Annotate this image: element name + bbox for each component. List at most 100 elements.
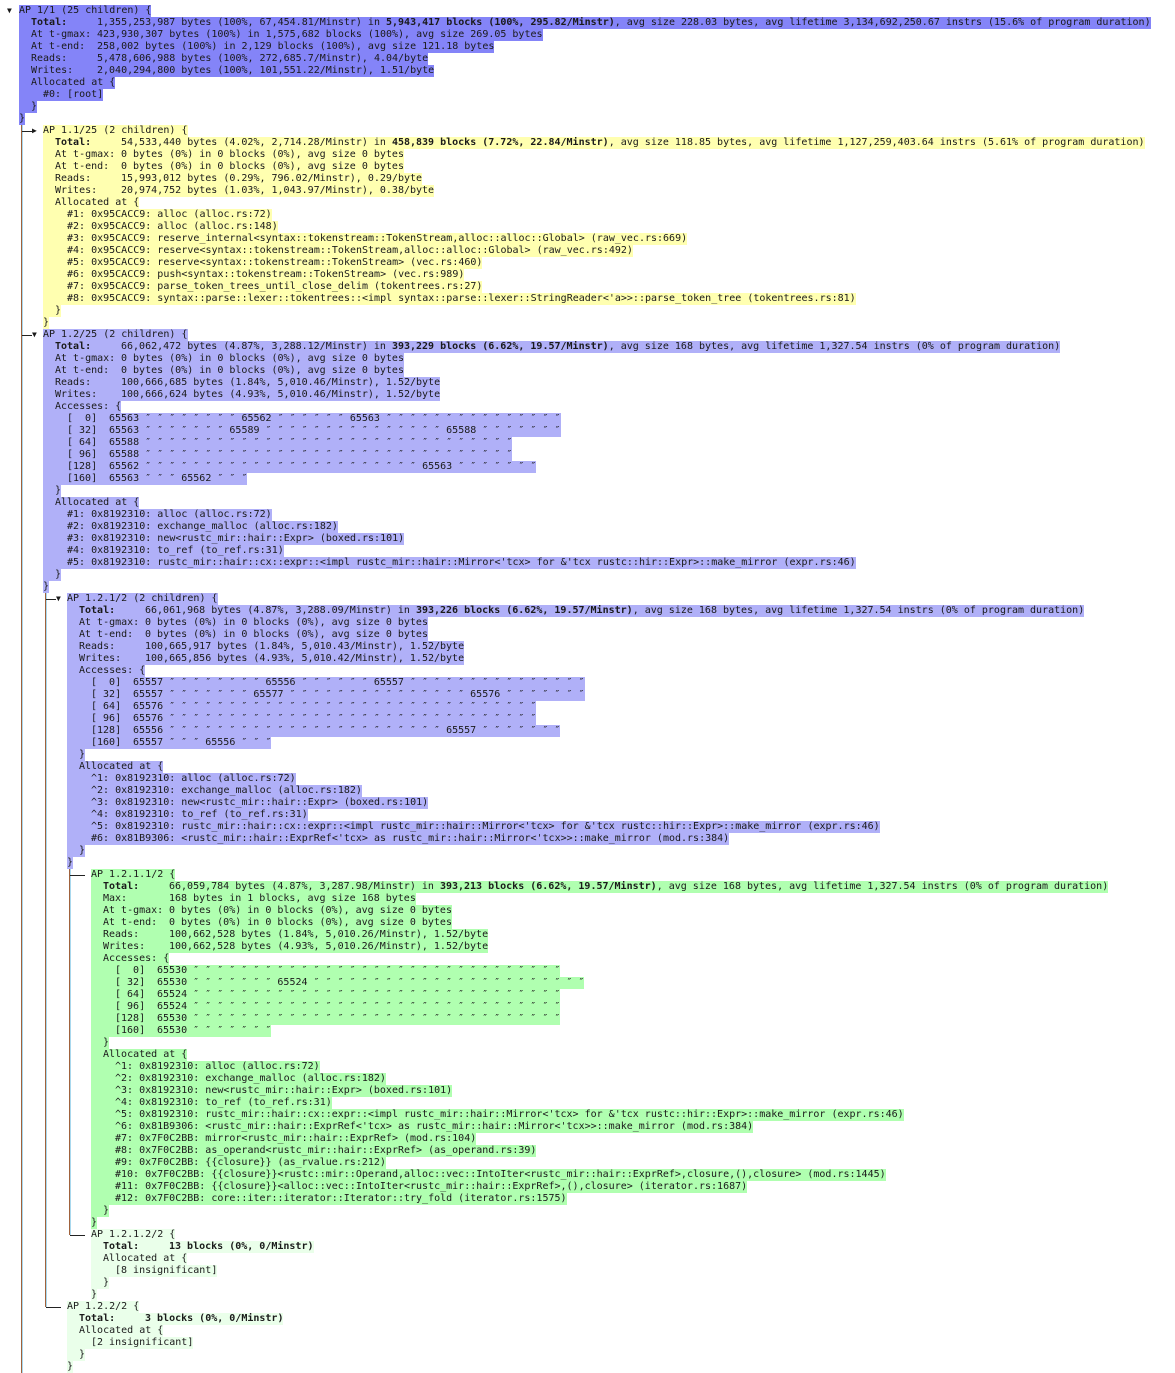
access-offset: [ 96] <box>115 1001 146 1012</box>
total-blocks: 393,226 blocks (6.62%, 19.57/Minstr) <box>415 605 633 616</box>
allocated-at-header-highlight: Allocated at { <box>67 1325 164 1337</box>
stat-row-highlight: Writes: 20,974,752 bytes (1.03%, 1,043.97… <box>43 185 435 197</box>
allocated-at-close: } <box>19 101 1175 113</box>
total-row: Total: 1,355,253,987 bytes (100%, 67,454.… <box>19 17 1175 29</box>
stat-row-highlight: At t-gmax: 0 bytes (0%) in 0 blocks (0%),… <box>67 617 428 629</box>
access-offset: [ 32] <box>67 425 98 436</box>
frame-text: #0: [root] <box>43 89 104 100</box>
access-row: [ 32] 65557 ″ ″ ″ ″ ″ ″ ″ 65577 ″ ″ ″ ″ ″… <box>67 689 1175 701</box>
stat-row-highlight: At t-end: 0 bytes (0%) in 0 blocks (0%), … <box>67 629 428 641</box>
total-details: , avg size 168 bytes, avg lifetime 1,327… <box>656 881 1109 892</box>
ap-node-title[interactable]: AP 1.1/25 (2 children) { <box>43 125 188 137</box>
allocated-at-close: } <box>91 1277 1175 1289</box>
access-values: 65563 ″ ″ ″ ″ ″ ″ ″ 65589 ″ ″ ″ ″ ″ ″ ″ … <box>109 425 561 436</box>
access-offset: [160] <box>67 473 98 484</box>
expand-toggle-icon[interactable]: ▼ <box>7 6 12 15</box>
stack-frame: #7: 0x95CACC9: parse_token_trees_until_c… <box>43 281 1175 293</box>
access-row-highlight: [128] 65556 ″ ″ ″ ″ ″ ″ ″ ″ ″ ″ ″ ″ ″ ″ ″… <box>67 725 561 737</box>
stack-frame: ^2: 0x8192310: exchange_malloc (alloc.rs… <box>67 785 1175 797</box>
ap-node-header[interactable]: ▼ AP 1.2/25 (2 children) { <box>22 329 1175 341</box>
tree-connector <box>22 131 32 132</box>
frame-text: #7: 0x95CACC9: parse_token_trees_until_c… <box>67 281 483 292</box>
stat-value: 0 bytes (0%) in 0 blocks (0%), avg size … <box>145 629 428 640</box>
ap-node-title[interactable]: AP 1.2.1.1/2 { <box>91 869 176 881</box>
accesses-close-highlight: } <box>91 1037 110 1049</box>
stat-row: At t-gmax: 423,930,307 bytes (100%) in 1,… <box>19 29 1175 41</box>
ap-node-header[interactable]: ▼ AP 1.2.1/2 (2 children) { <box>46 593 1175 605</box>
stack-frame: ^5: 0x8192310: rustc_mir::hair::cx::expr… <box>91 1109 1175 1121</box>
brace: } <box>79 1349 86 1360</box>
frame-text: #6: 0x81B9306: <rustc_mir::hair::ExprRef… <box>91 833 730 844</box>
stack-frame-highlight: ^2: 0x8192310: exchange_malloc (alloc.rs… <box>67 785 362 797</box>
stack-frame: ^3: 0x8192310: new<rustc_mir::hair::Expr… <box>67 797 1175 809</box>
access-values: 65530 ″ ″ ″ ″ ″ ″ ″ ″ ″ ″ ″ ″ ″ ″ ″ ″ ″ … <box>157 965 561 976</box>
ap-node-header[interactable]: AP 1.2.1.1/2 { <box>70 869 1175 881</box>
brace: } <box>79 749 86 760</box>
ap-node-header[interactable]: AP 1.2.2/2 { <box>46 1301 1175 1313</box>
stat-row-highlight: Writes: 100,662,528 bytes (4.93%, 5,010.2… <box>91 941 489 953</box>
stat-row-highlight: Writes: 100,665,856 bytes (4.93%, 5,010.4… <box>67 653 465 665</box>
stack-frame-highlight: ^3: 0x8192310: new<rustc_mir::hair::Expr… <box>91 1085 453 1097</box>
allocated-label: Allocated at { <box>79 1325 164 1336</box>
access-row-highlight: [ 96] 65524 ″ ″ ″ ″ ″ ″ ″ ″ ″ ″ ″ ″ ″ ″ ″… <box>91 1001 561 1013</box>
access-row-highlight: [160] 65563 ″ ″ ″ 65562 ″ ″ ″ <box>43 473 248 485</box>
allocated-at-header: Allocated at { <box>91 1253 1175 1265</box>
access-row-highlight: [160] 65557 ″ ″ ″ 65556 ″ ″ ″ <box>67 737 272 749</box>
stat-label: At t-gmax: <box>55 353 116 364</box>
frame-text: ^3: 0x8192310: new<rustc_mir::hair::Expr… <box>91 797 429 808</box>
stack-frame-highlight: #0: [root] <box>19 89 104 101</box>
collapse-toggle-icon[interactable]: ▼ <box>32 330 37 339</box>
ap-node-title[interactable]: AP 1.2.1/2 (2 children) { <box>67 593 218 605</box>
access-row-highlight: [ 64] 65524 ″ ″ ″ ″ ″ ″ ″ ″ ″ ″ ″ ″ ″ ″ ″… <box>91 989 561 1001</box>
allocated-at-close-highlight: } <box>67 1349 86 1361</box>
stack-frame: #11: 0x7F0C2BB: {{closure}}<alloc::vec::… <box>91 1181 1175 1193</box>
allocated-label: Allocated at { <box>31 77 116 88</box>
allocated-at-close-highlight: } <box>91 1277 110 1289</box>
ap-node-title[interactable]: AP 1.2.2/2 { <box>67 1301 140 1313</box>
allocated-at-close-highlight: } <box>43 569 62 581</box>
frame-text: ^4: 0x8192310: to_ref (to_ref.rs:31) <box>115 1097 332 1108</box>
access-offset: [128] <box>67 461 98 472</box>
brace: } <box>103 1277 110 1288</box>
ap-node-close-highlight: } <box>91 1217 98 1229</box>
ap-node-header[interactable]: AP 1.2.1.2/2 { <box>70 1229 1175 1241</box>
stack-frame-highlight: #10: 0x7F0C2BB: {{closure}}<rustc::mir::… <box>91 1169 886 1181</box>
allocated-at-close-highlight: } <box>91 1205 110 1217</box>
stack-frame-highlight: #1: 0x95CACC9: alloc (alloc.rs:72) <box>43 209 272 221</box>
allocated-at-close: } <box>67 1349 1175 1361</box>
stat-row: Reads: 5,478,606,988 bytes (100%, 272,685… <box>19 53 1175 65</box>
stat-value: 100,662,528 bytes (1.84%, 5,010.26/Minst… <box>169 929 489 940</box>
stack-frame: #10: 0x7F0C2BB: {{closure}}<rustc::mir::… <box>91 1169 1175 1181</box>
access-offset: [ 0] <box>67 413 98 424</box>
access-offset: [ 96] <box>91 713 122 724</box>
stack-frame-highlight: ^5: 0x8192310: rustc_mir::hair::cx::expr… <box>67 821 880 833</box>
ap-children: AP 1.2.1.1/2 {Total: 66,059,784 bytes (4.… <box>67 869 1175 1301</box>
stack-frame: #2: 0x95CACC9: alloc (alloc.rs:148) <box>43 221 1175 233</box>
expand-toggle-icon[interactable]: ▶ <box>32 126 37 135</box>
access-values: 65524 ″ ″ ″ ″ ″ ″ ″ ″ ″ ″ ″ ″ ″ ″ ″ ″ ″ … <box>157 989 561 1000</box>
access-row: [ 64] 65588 ″ ″ ″ ″ ″ ″ ″ ″ ″ ″ ″ ″ ″ ″ ″… <box>43 437 1175 449</box>
ap-node-title[interactable]: AP 1/1 (25 children) { <box>19 5 152 17</box>
stat-value: 0 bytes (0%) in 0 blocks (0%), avg size … <box>169 917 452 928</box>
access-values: 65557 ″ ″ ″ ″ ″ ″ ″ 65577 ″ ″ ″ ″ ″ ″ ″ … <box>133 689 585 700</box>
stat-label: Writes: <box>55 185 98 196</box>
ap-node-title[interactable]: AP 1.2/25 (2 children) { <box>43 329 188 341</box>
collapse-toggle-icon[interactable]: ▼ <box>56 594 61 603</box>
access-row: [ 0] 65563 ″ ″ ″ ″ ″ ″ ″ ″ 65562 ″ ″ ″ ″ … <box>43 413 1175 425</box>
stat-label: At t-gmax: <box>55 149 116 160</box>
stat-row-highlight: Reads: 100,665,917 bytes (1.84%, 5,010.43… <box>67 641 465 653</box>
access-row: [ 96] 65576 ″ ″ ″ ″ ″ ″ ″ ″ ″ ″ ″ ″ ″ ″ ″… <box>67 713 1175 725</box>
ap-node-header[interactable]: ▶ AP 1.1/25 (2 children) { <box>22 125 1175 137</box>
stack-frame: #0: [root] <box>19 89 1175 101</box>
total-blocks: 393,229 blocks (6.62%, 19.57/Minstr) <box>391 341 609 352</box>
stat-label: Reads: <box>55 173 92 184</box>
access-row-highlight: [ 32] 65563 ″ ″ ″ ″ ″ ″ ″ 65589 ″ ″ ″ ″ ″… <box>43 425 561 437</box>
frame-text: #5: 0x8192310: rustc_mir::hair::cx::expr… <box>67 557 856 568</box>
access-row: [ 32] 65530 ″ ″ ″ ″ ″ ″ ″ 65524 ″ ″ ″ ″ ″… <box>91 977 1175 989</box>
total-label: Total: <box>55 341 92 352</box>
stat-row: At t-gmax: 0 bytes (0%) in 0 blocks (0%),… <box>43 353 1175 365</box>
stat-value: 0 bytes (0%) in 0 blocks (0%), avg size … <box>145 617 428 628</box>
ap-node-title[interactable]: AP 1.2.1.2/2 { <box>91 1229 176 1241</box>
ap-node-header[interactable]: ▼ AP 1/1 (25 children) { <box>7 5 1175 17</box>
ap-node-close-highlight: } <box>19 113 26 125</box>
